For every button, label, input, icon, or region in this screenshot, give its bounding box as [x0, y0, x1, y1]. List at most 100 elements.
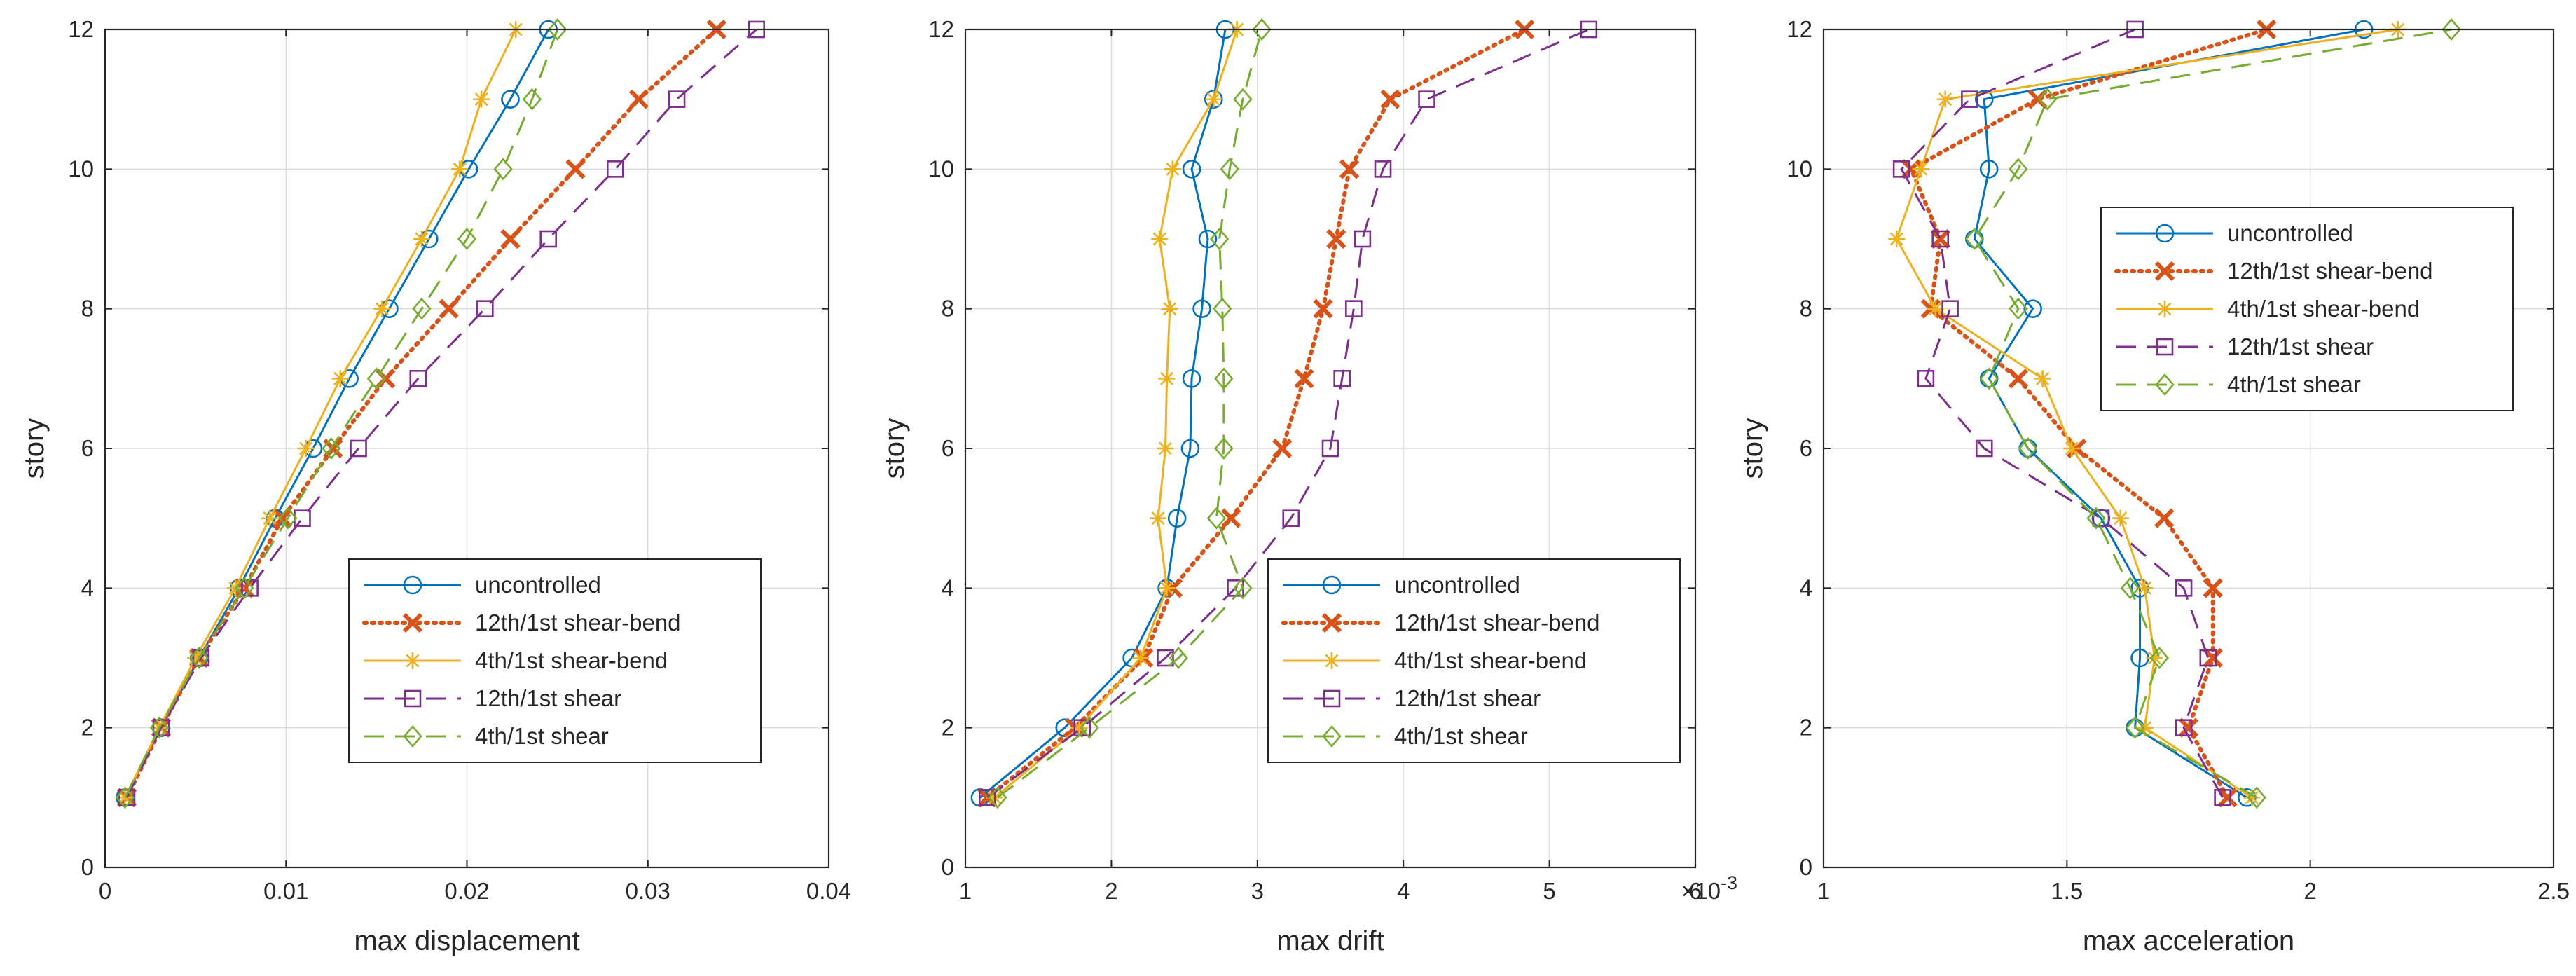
legend: uncontrolled 12th/1st shear-bend 4th/1st s…	[348, 558, 762, 763]
data-point	[668, 90, 686, 108]
axes-box	[964, 28, 1697, 869]
data-point	[522, 88, 542, 111]
data-point	[366, 367, 387, 390]
legend-marker	[403, 575, 422, 595]
data-point	[2243, 789, 2261, 806]
legend-label: 4th/1st shear-bend	[2227, 296, 2420, 322]
data-point	[2247, 786, 2266, 809]
legend-marker	[1323, 689, 1341, 708]
legend: uncontrolled 12th/1st shear-bend 4th/1st s…	[1267, 558, 1681, 763]
data-point	[1220, 158, 1239, 181]
data-point	[1931, 230, 1950, 248]
series-line	[1973, 28, 2452, 799]
y-tick-label: 6	[81, 435, 94, 461]
data-point	[500, 228, 521, 249]
x-tick-label: 4	[1397, 878, 1410, 904]
data-point	[2146, 649, 2163, 666]
legend-marker	[404, 652, 421, 669]
x-tick-label: 0.03	[626, 878, 670, 904]
data-point	[1073, 719, 1091, 736]
legend-label: 12th/1st shear	[475, 685, 621, 711]
data-point	[2034, 370, 2051, 387]
y-tick-label: 6	[942, 435, 954, 461]
data-point	[493, 158, 513, 181]
legend-marker	[2155, 373, 2175, 396]
data-point	[1345, 300, 1363, 317]
data-point	[331, 370, 349, 387]
legend-label: uncontrolled	[475, 572, 601, 598]
series-line	[1900, 28, 2224, 799]
data-point	[1917, 370, 1935, 387]
data-point	[1070, 719, 1088, 736]
data-point	[1150, 509, 1167, 527]
data-point	[1151, 231, 1169, 247]
legend-marker	[404, 689, 422, 708]
series-4th-1st-shear	[1964, 18, 2461, 809]
x-tick-label: 2	[2303, 878, 2316, 904]
legend: uncontrolled 12th/1st shear-bend 4th/1st s…	[2100, 207, 2514, 411]
y-tick-label: 2	[81, 715, 94, 741]
series-line	[1908, 27, 2269, 800]
series-line	[125, 28, 757, 798]
y-tick-label: 0	[1800, 854, 1812, 880]
data-point	[1892, 160, 1910, 178]
data-point	[978, 789, 996, 806]
data-point	[2149, 647, 2170, 669]
legend-marker	[1323, 652, 1340, 669]
data-point	[2203, 578, 2223, 598]
data-point	[1214, 437, 1234, 460]
x-axis-label: max drift	[1276, 926, 1384, 956]
data-point	[2217, 788, 2238, 808]
data-point	[1975, 439, 1993, 458]
series-4th-1st-shear	[988, 18, 1272, 809]
data-point	[1233, 88, 1253, 111]
data-point	[409, 370, 427, 387]
legend-label: 4th/1st shear-bend	[1394, 647, 1587, 673]
data-point	[1192, 299, 1211, 318]
series-line	[124, 29, 550, 799]
data-point	[189, 647, 209, 669]
data-point	[1180, 439, 1200, 458]
legend-label: uncontrolled	[2227, 220, 2353, 246]
x-axis-label: max displacement	[354, 926, 579, 956]
data-point	[1964, 228, 1985, 250]
legend-marker	[2154, 261, 2175, 282]
legend-marker	[1322, 725, 1342, 748]
data-point	[1205, 90, 1222, 108]
y-axis-label: story	[19, 418, 50, 479]
data-point	[1979, 367, 1999, 390]
data-point	[1209, 228, 1230, 250]
data-point	[115, 786, 135, 809]
data-point	[1974, 90, 1994, 109]
series-line	[124, 27, 719, 800]
data-point	[476, 300, 494, 317]
y-tick-label: 6	[1800, 435, 1812, 461]
data-point	[606, 160, 624, 178]
x-exponent-label: ×10-3	[1681, 872, 1737, 904]
data-point	[2178, 717, 2199, 738]
y-tick-label: 12	[928, 16, 954, 42]
x-tick-label: 5	[1543, 878, 1555, 904]
x-axis-label: max acceleration	[2083, 926, 2294, 956]
legend-label: 12th/1st shear-bend	[1394, 610, 1600, 635]
data-point	[1252, 18, 1272, 41]
data-point	[1321, 439, 1339, 458]
data-point	[1080, 716, 1099, 739]
legend-label: 4th/1st shear	[475, 723, 609, 749]
y-tick-label: 0	[81, 854, 94, 880]
x-tick-label: 0	[99, 878, 111, 904]
legend-marker	[1322, 575, 1342, 595]
data-point	[988, 786, 1007, 809]
legend-label: 4th/1st shear	[1394, 723, 1528, 749]
x-tick-label: 1.5	[2051, 878, 2083, 904]
data-point	[1326, 228, 1346, 249]
y-tick-label: 8	[81, 296, 94, 322]
data-point	[373, 300, 391, 317]
legend-marker	[2156, 301, 2173, 317]
data-point	[2037, 88, 2058, 111]
data-point	[1182, 160, 1201, 179]
data-point	[2009, 158, 2028, 181]
y-tick-label: 0	[942, 854, 954, 880]
data-point	[2199, 649, 2217, 667]
data-point	[1961, 90, 1978, 108]
